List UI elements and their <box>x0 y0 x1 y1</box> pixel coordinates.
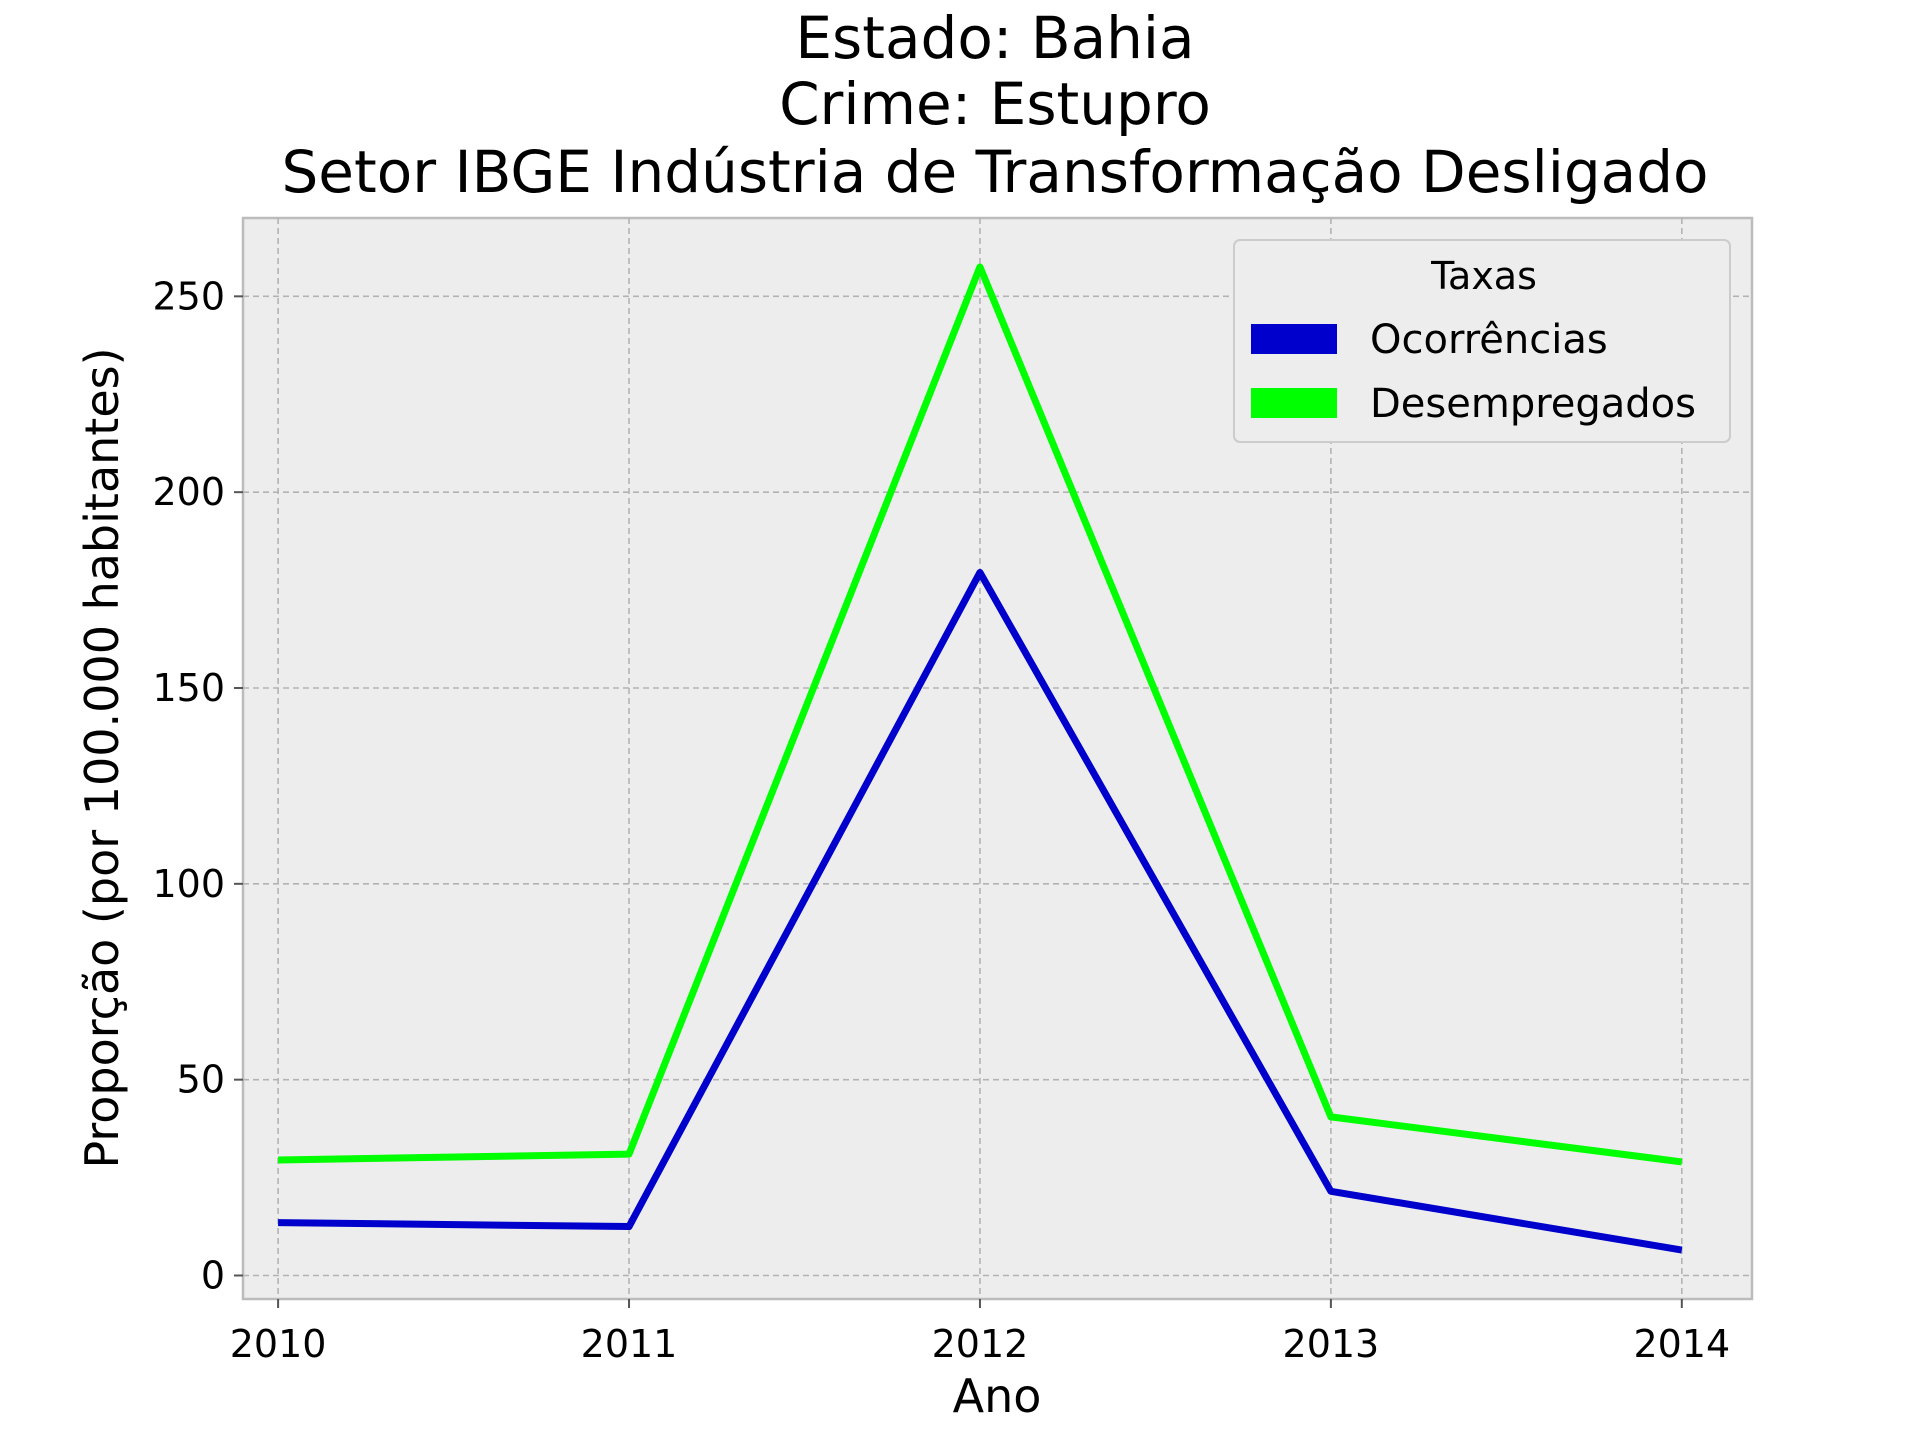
chart-title-line-2: Crime: Estupro <box>779 70 1211 138</box>
y-tick-label: 250 <box>152 274 225 318</box>
legend-label-ocorrencias: Ocorrências <box>1370 317 1608 363</box>
axis-ticks: 2010 2011 2012 2013 2014 0 50 100 150 200 250 <box>152 274 1730 1366</box>
x-tick-label: 2012 <box>932 1322 1029 1366</box>
y-tick-label: 0 <box>201 1254 225 1298</box>
y-tick-label: 200 <box>152 470 225 514</box>
series-line-desempregados <box>278 263 1683 1166</box>
chart-title-line-3: Setor IBGE Indústria de Transformação De… <box>281 138 1708 206</box>
legend-box <box>1233 239 1731 443</box>
legend: Taxas Ocorrências Desempregados <box>1233 239 1731 443</box>
x-tick-label: 2014 <box>1633 1322 1730 1366</box>
y-axis-label: Proporção (por 100.000 habitantes) <box>75 347 129 1168</box>
series-lines <box>278 263 1683 1254</box>
x-tick-label: 2013 <box>1283 1322 1380 1366</box>
legend-title: Taxas <box>1430 254 1537 298</box>
x-tick-label: 2010 <box>230 1322 327 1366</box>
legend-swatch-ocorrencias <box>1251 324 1337 354</box>
y-tick-label: 50 <box>177 1058 225 1102</box>
x-axis-label: Ano <box>953 1369 1042 1423</box>
series-line-ocorrencias <box>278 568 1683 1254</box>
y-tick-label: 150 <box>152 666 225 710</box>
legend-swatch-desempregados <box>1251 388 1337 418</box>
chart-title-line-1: Estado: Bahia <box>795 4 1194 72</box>
x-tick-label: 2011 <box>581 1322 678 1366</box>
y-tick-label: 100 <box>152 862 225 906</box>
legend-label-desempregados: Desempregados <box>1370 381 1696 427</box>
